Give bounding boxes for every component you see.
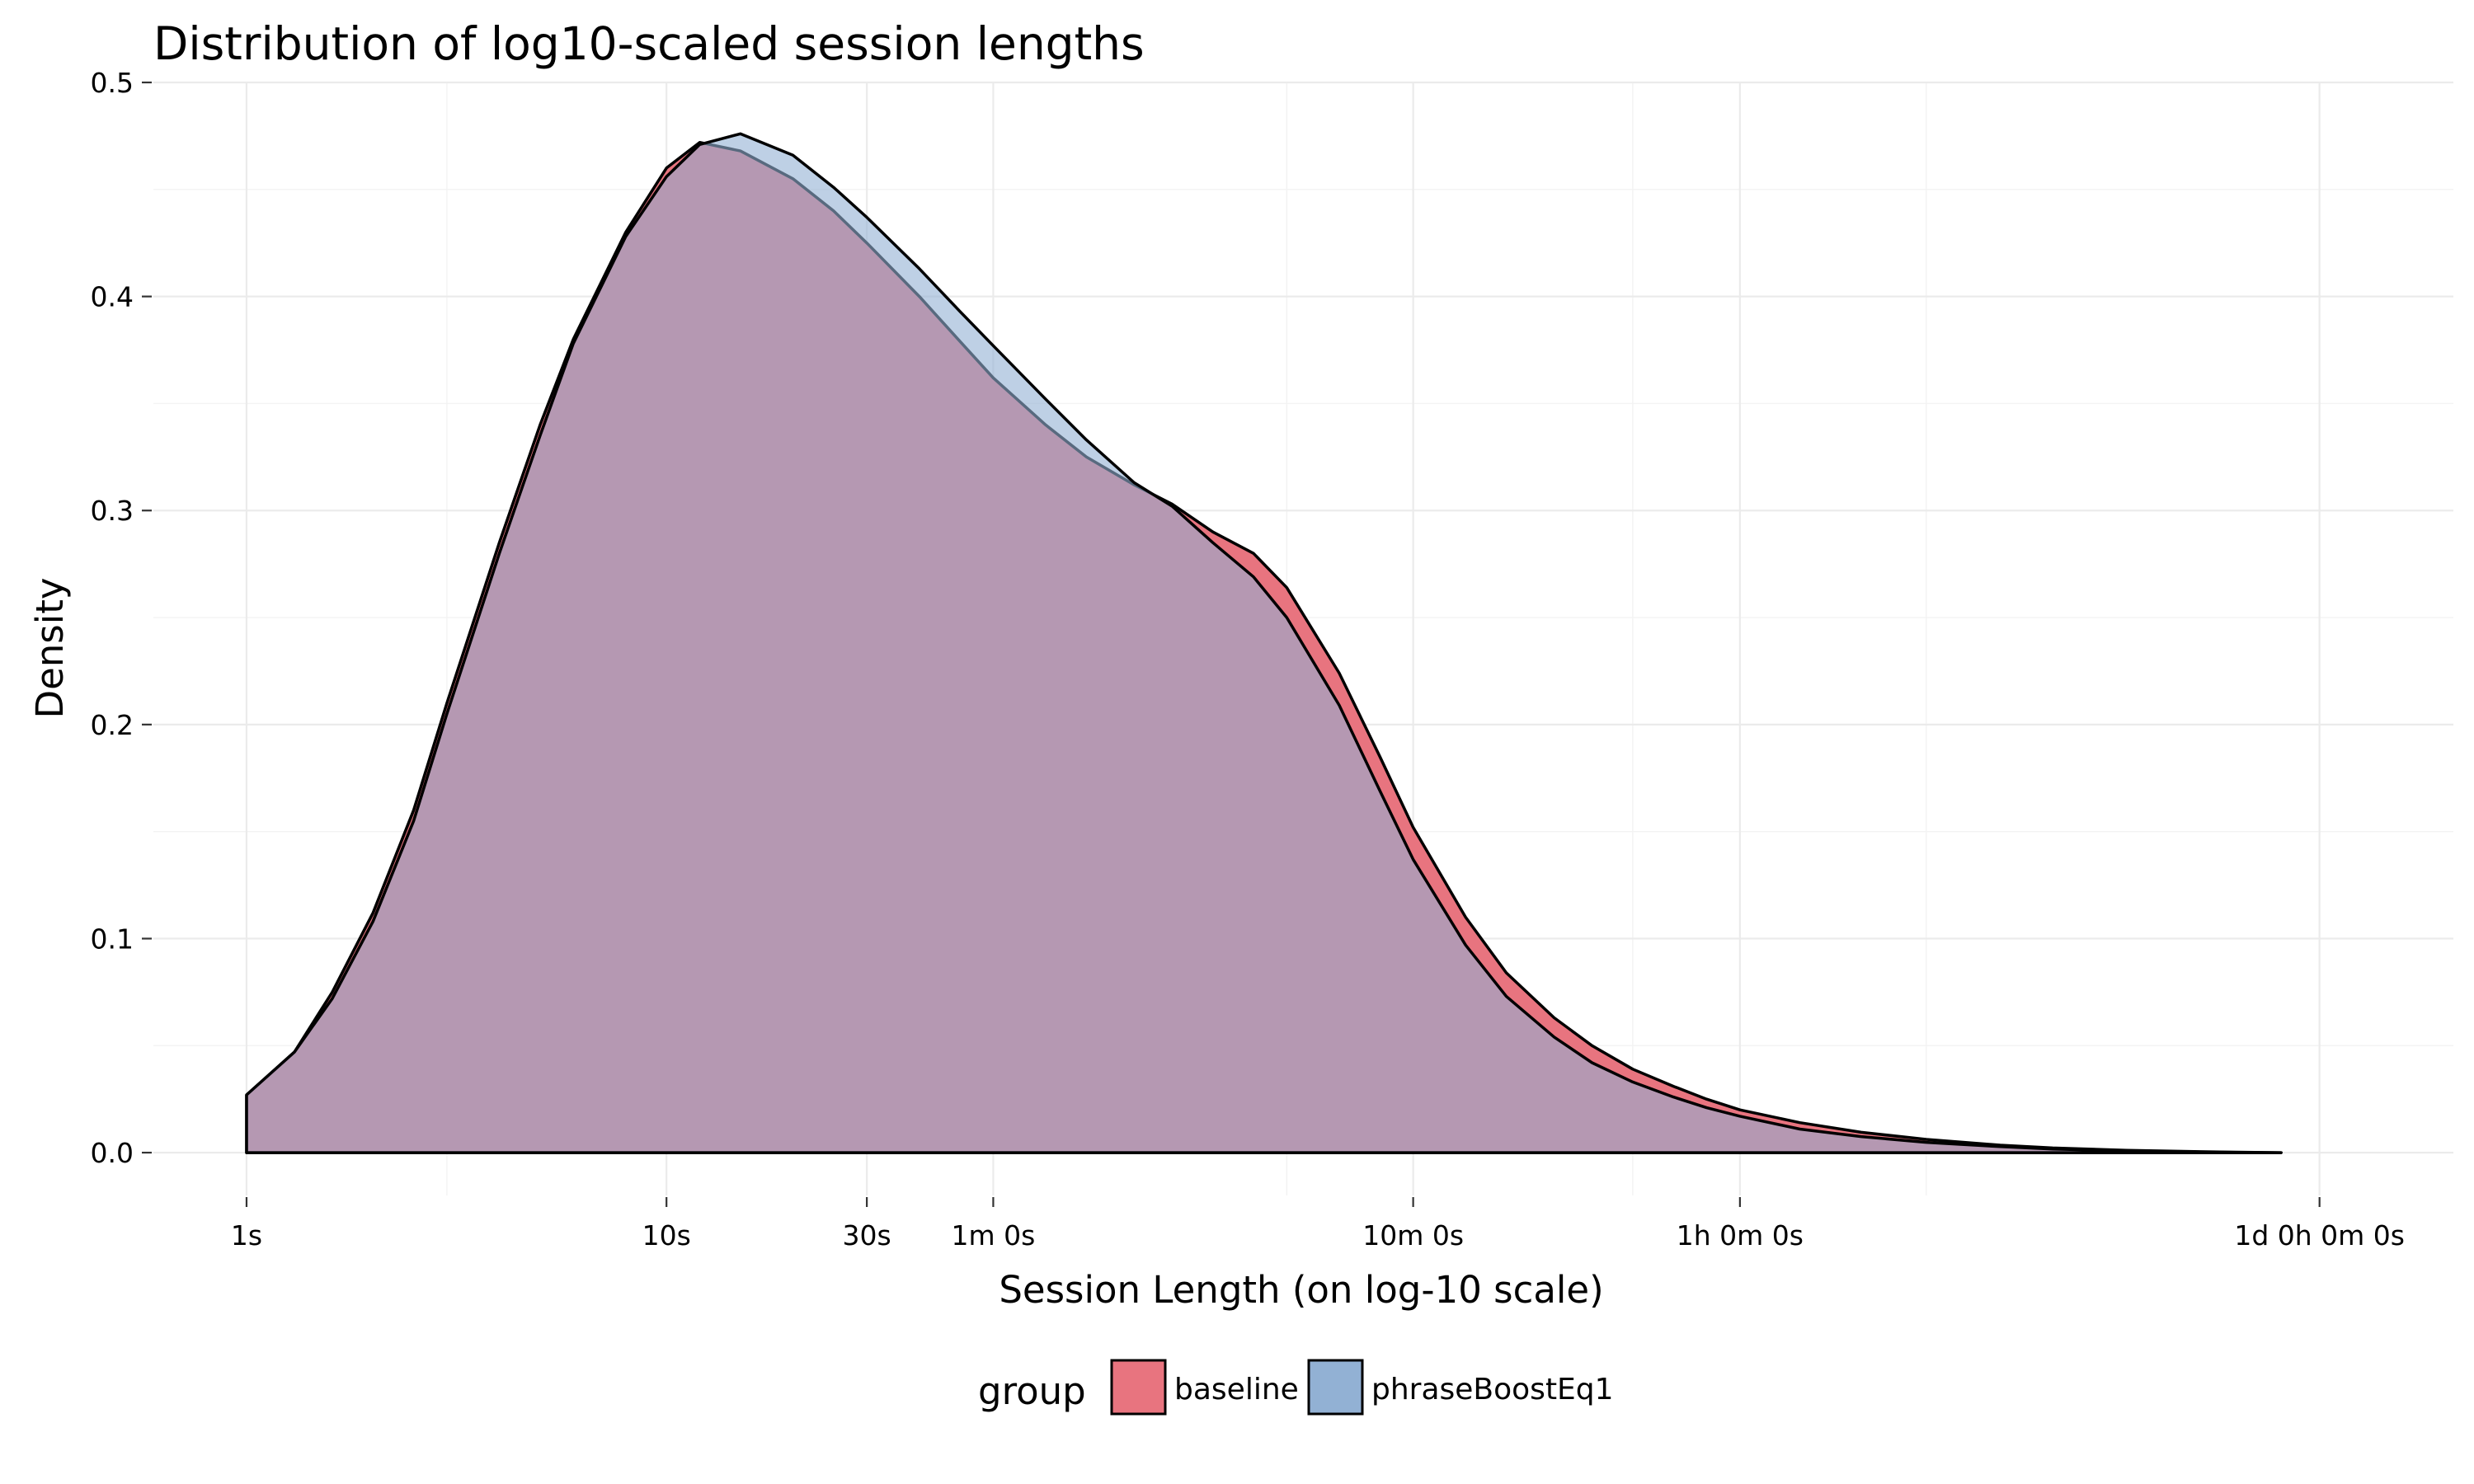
x-tick-label: 1h 0m 0s	[1677, 1219, 1804, 1252]
density-areas	[245, 132, 2283, 1154]
y-tick-label: 0.2	[91, 709, 134, 741]
legend-label-baseline: baseline	[1174, 1373, 1299, 1407]
legend-swatch-baseline	[1110, 1359, 1167, 1416]
legend-label-phraseboosteq1: phraseBoostEq1	[1371, 1373, 1614, 1407]
x-tick-label: 1m 0s	[952, 1219, 1036, 1252]
legend: group baseline phraseBoostEq1	[978, 1359, 1614, 1416]
y-tick-label: 0.0	[91, 1137, 134, 1169]
x-tick-label: 10m 0s	[1362, 1219, 1464, 1252]
y-tick-label: 0.5	[91, 67, 134, 99]
chart-title: Distribution of log10-scaled session len…	[153, 17, 1145, 70]
y-tick-label: 0.4	[91, 281, 134, 313]
legend-swatch-phraseboosteq1	[1307, 1359, 1364, 1416]
x-tick-label: 10s	[642, 1219, 691, 1252]
x-axis: 1s 10s 30s 1m 0s 10m 0s 1h 0m 0s 1d 0h 0m 0s	[231, 1197, 2405, 1252]
legend-title: group	[978, 1369, 1086, 1413]
density-area-phraseboosteq1	[245, 132, 2283, 1154]
y-axis: 0.0 0.1 0.2 0.3 0.4 0.5	[91, 67, 152, 1169]
y-axis-title: Density	[28, 577, 72, 718]
y-tick-label: 0.3	[91, 495, 134, 527]
x-tick-label: 1d 0h 0m 0s	[2234, 1219, 2405, 1252]
x-axis-title: Session Length (on log-10 scale)	[999, 1268, 1603, 1312]
x-tick-label: 30s	[843, 1219, 891, 1252]
y-tick-label: 0.1	[91, 923, 134, 955]
x-tick-label: 1s	[231, 1219, 262, 1252]
